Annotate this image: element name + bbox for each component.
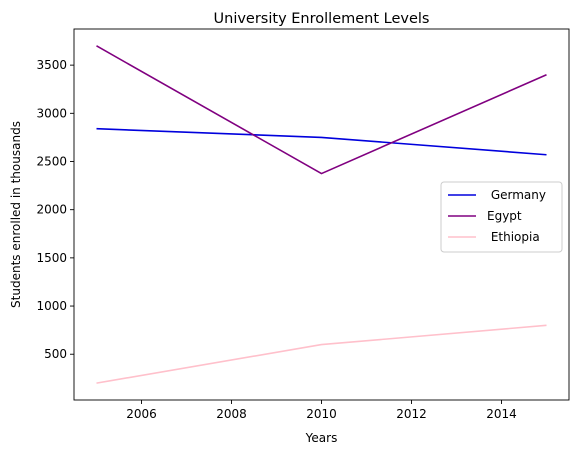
x-axis-label: Years bbox=[305, 431, 338, 445]
series-line-ethiopia bbox=[96, 324, 547, 384]
legend-items: Germany Egypt Ethiopia bbox=[448, 188, 546, 244]
legend-label-germany: Germany bbox=[487, 188, 546, 202]
y-tick-label: 1500 bbox=[36, 251, 67, 265]
y-tick-label: 500 bbox=[44, 347, 67, 361]
legend-label-egypt: Egypt bbox=[487, 209, 522, 223]
chart-title: University Enrollement Levels bbox=[214, 11, 430, 27]
x-tick-label: 2014 bbox=[486, 407, 517, 421]
y-tick-label: 3000 bbox=[36, 106, 67, 120]
y-tick-label: 3500 bbox=[36, 58, 67, 72]
plot-area bbox=[73, 28, 570, 401]
legend-label-ethiopia: Ethiopia bbox=[487, 230, 540, 244]
legend: Germany Egypt Ethiopia bbox=[440, 181, 563, 253]
y-tick-label: 1000 bbox=[36, 299, 67, 313]
series-layer bbox=[96, 45, 547, 384]
y-tick-label: 2500 bbox=[36, 155, 67, 169]
x-tick-label: 2012 bbox=[396, 407, 427, 421]
x-tick-label: 2006 bbox=[126, 407, 157, 421]
x-tick-label: 2008 bbox=[216, 407, 247, 421]
y-axis-label: Students enrolled in thousands bbox=[9, 121, 23, 308]
series-line-egypt bbox=[96, 45, 547, 175]
x-axis: 2006 2008 2010 2012 2014 bbox=[126, 400, 517, 421]
y-tick-label: 2000 bbox=[36, 203, 67, 217]
legend-box bbox=[440, 181, 563, 253]
series-line-germany bbox=[96, 127, 547, 156]
x-tick-label: 2010 bbox=[306, 407, 337, 421]
y-axis: 500 1000 1500 2000 2500 3000 3500 bbox=[36, 58, 74, 361]
